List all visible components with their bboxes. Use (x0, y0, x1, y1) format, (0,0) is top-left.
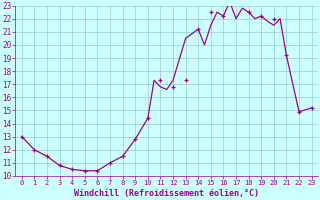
X-axis label: Windchill (Refroidissement éolien,°C): Windchill (Refroidissement éolien,°C) (74, 189, 259, 198)
